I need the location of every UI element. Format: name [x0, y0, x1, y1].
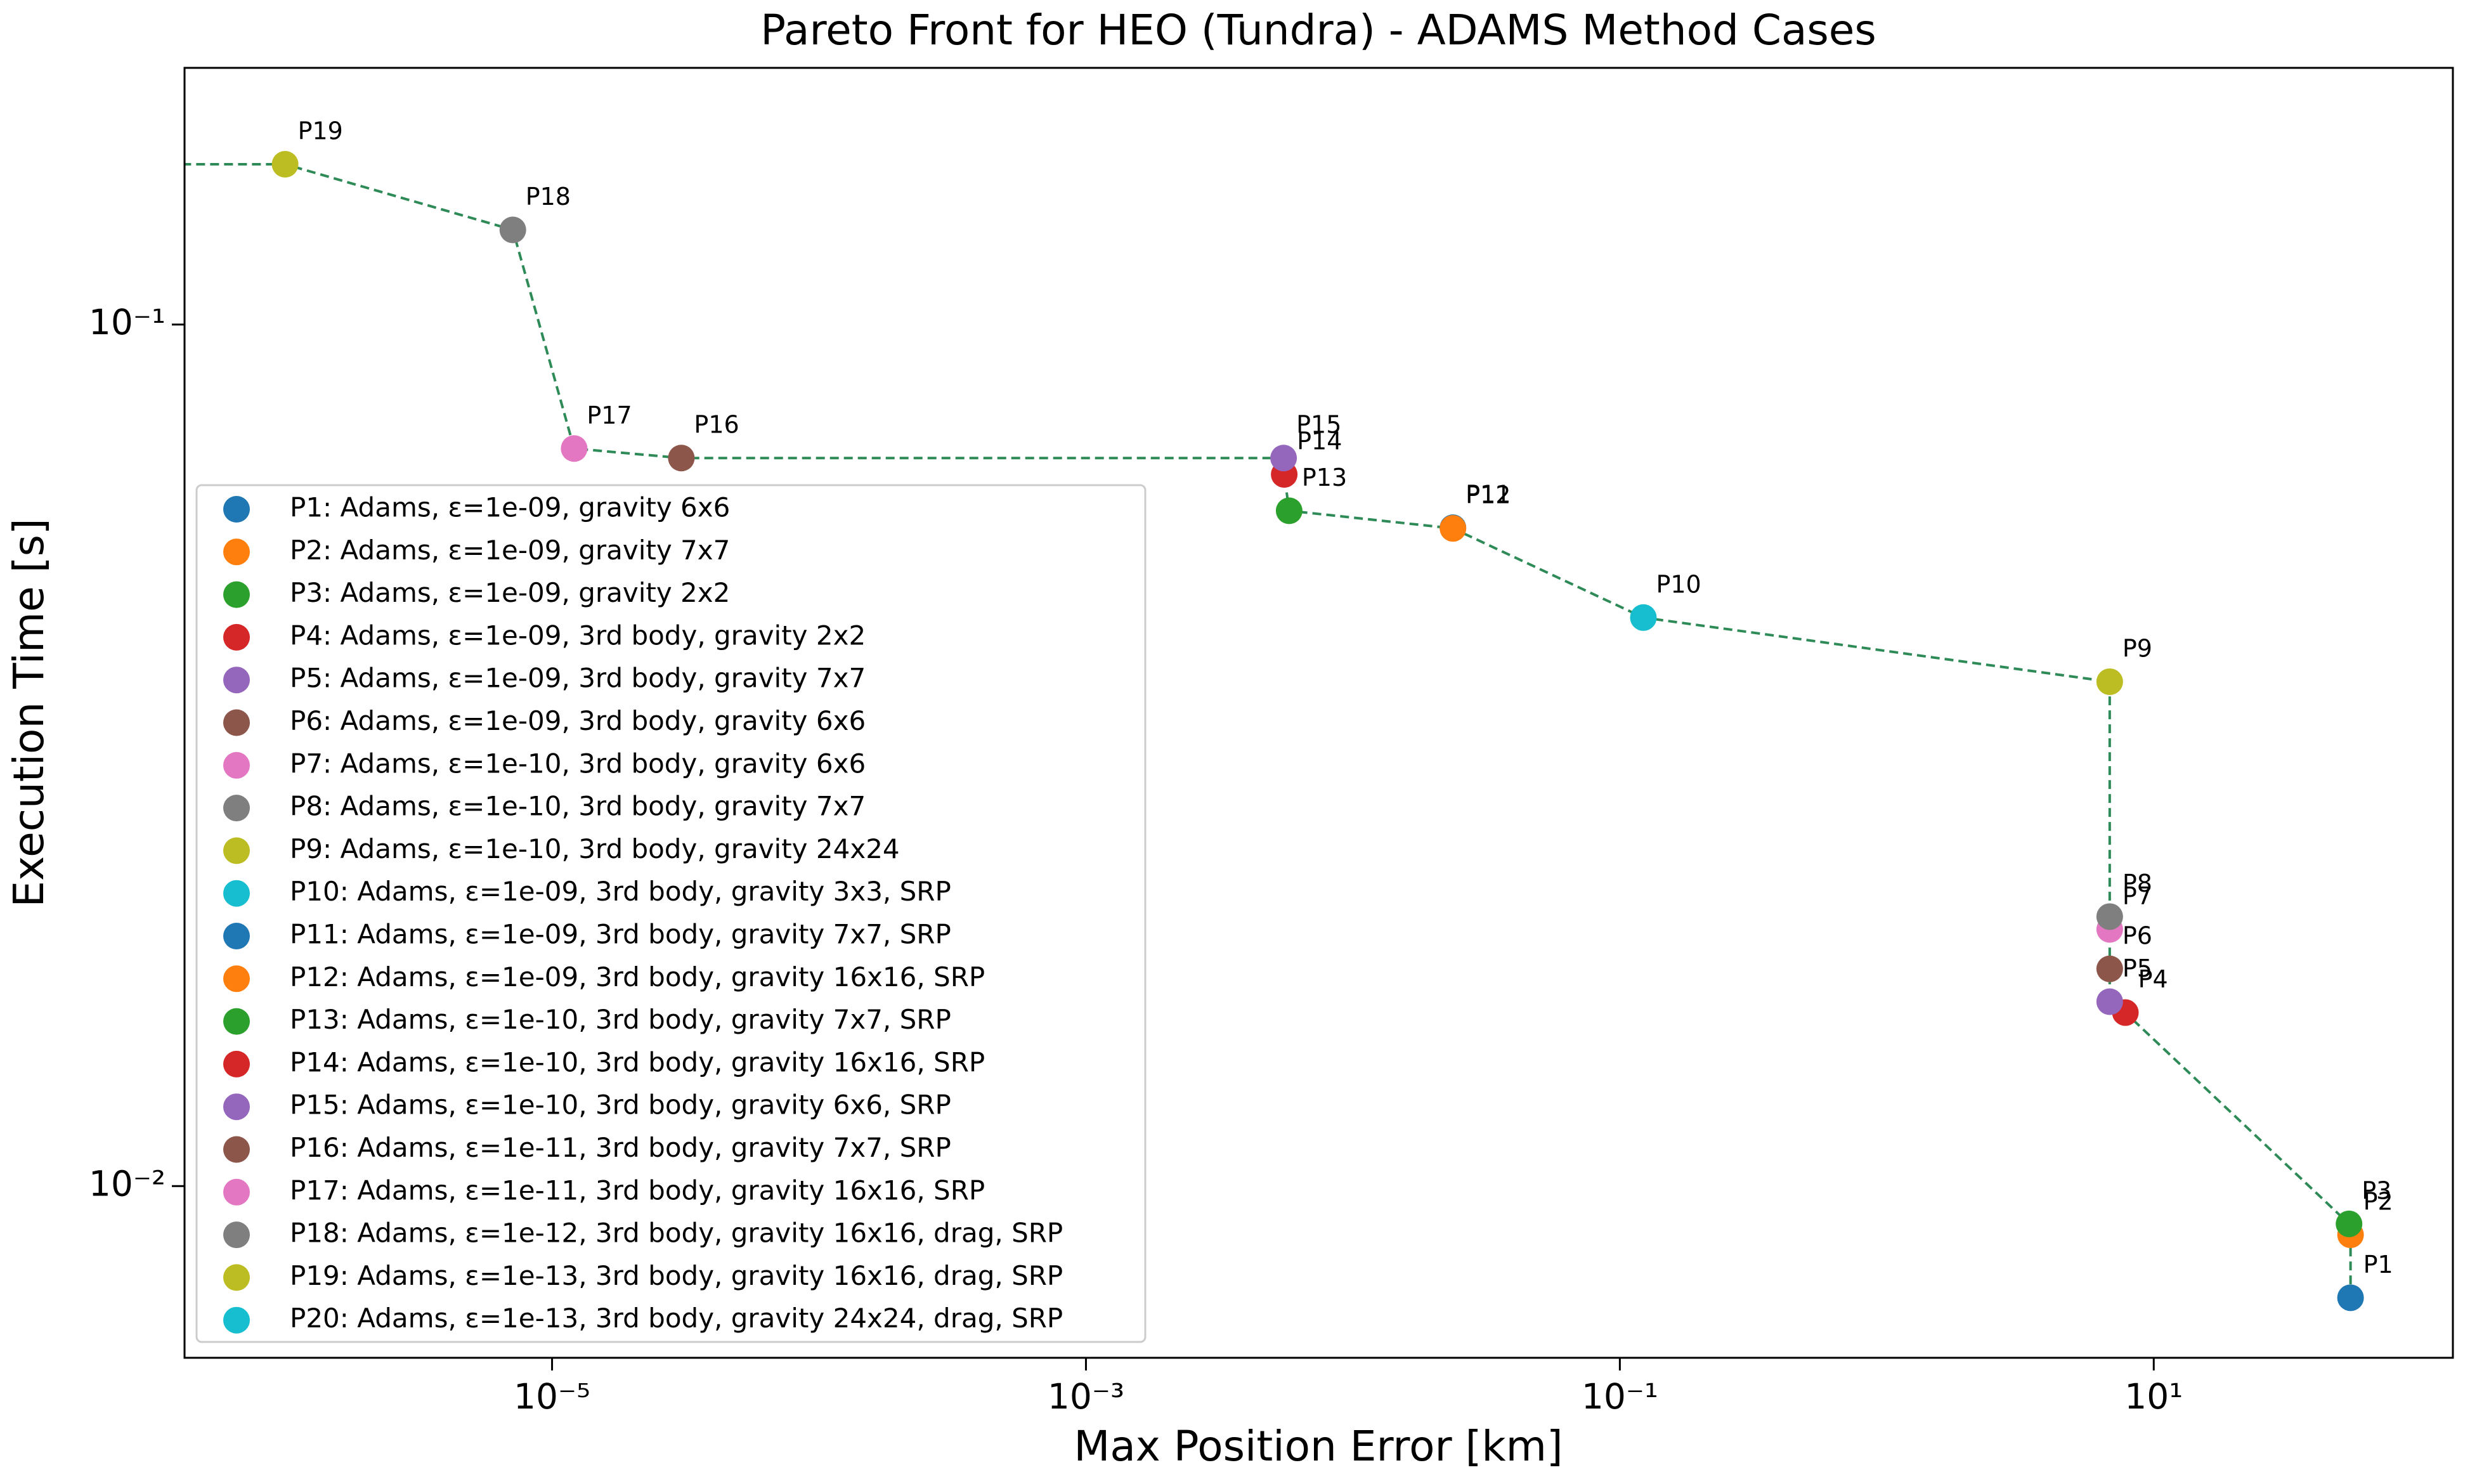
legend-marker: [223, 965, 250, 993]
data-point: [2096, 903, 2123, 930]
axes-frame: [183, 67, 2454, 1359]
legend-marker: [223, 623, 250, 651]
data-point: [2336, 1210, 2363, 1237]
legend-label: P17: Adams, ε=1e-11, 3rd body, gravity 1…: [290, 1175, 985, 1206]
point-label: P10: [1656, 570, 1701, 598]
legend-label: P19: Adams, ε=1e-13, 3rd body, gravity 1…: [290, 1260, 1063, 1291]
legend-marker: [223, 538, 250, 566]
point-label: P7: [2122, 882, 2152, 910]
legend-marker: [223, 837, 250, 864]
point-label: P16: [694, 411, 739, 439]
x-tick-label: 10¹: [2124, 1376, 2183, 1417]
legend-marker: [223, 1264, 250, 1291]
legend-marker: [223, 1093, 250, 1121]
x-tick-label: 10⁻¹: [1582, 1376, 1658, 1417]
point-label: P6: [2122, 921, 2152, 949]
point-label: P8: [2122, 869, 2152, 897]
legend-marker: [223, 496, 250, 523]
legend-label: P5: Adams, ε=1e-09, 3rd body, gravity 7x…: [290, 663, 866, 694]
legend-label: P7: Adams, ε=1e-10, 3rd body, gravity 6x…: [290, 748, 866, 779]
legend-label: P6: Adams, ε=1e-09, 3rd body, gravity 6x…: [290, 705, 866, 736]
legend-label: P15: Adams, ε=1e-10, 3rd body, gravity 6…: [290, 1090, 951, 1121]
point-label: P2: [2363, 1188, 2393, 1216]
legend-marker: [223, 795, 250, 822]
legend-marker: [223, 1050, 250, 1077]
legend-marker: [223, 1178, 250, 1206]
point-label: P3: [2362, 1176, 2391, 1204]
legend-marker: [223, 1306, 250, 1334]
data-point: [2096, 668, 2123, 695]
point-label: P1: [2363, 1251, 2393, 1279]
legend-marker: [223, 923, 250, 949]
data-point: [561, 435, 588, 462]
legend-label: P4: Adams, ε=1e-09, 3rd body, gravity 2x…: [290, 620, 866, 651]
point-label: P5: [2122, 954, 2152, 982]
point-label: P17: [587, 401, 632, 429]
y-axis-label: Execution Time [s]: [4, 518, 53, 907]
legend-label: P18: Adams, ε=1e-12, 3rd body, gravity 1…: [290, 1218, 1063, 1249]
legend-marker: [223, 1008, 250, 1035]
legend-label: P12: Adams, ε=1e-09, 3rd body, gravity 1…: [290, 961, 985, 993]
legend-marker: [223, 1221, 250, 1249]
legend-marker: [223, 752, 250, 779]
data-point: [1440, 515, 1467, 542]
data-point: [2096, 988, 2123, 1015]
legend-label: P10: Adams, ε=1e-09, 3rd body, gravity 3…: [290, 876, 951, 907]
point-label: P4: [2138, 965, 2168, 993]
legend-label: P8: Adams, ε=1e-10, 3rd body, gravity 7x…: [290, 791, 866, 822]
legend-box: [195, 484, 1147, 1343]
data-point: [499, 216, 526, 244]
legend-label: P16: Adams, ε=1e-11, 3rd body, gravity 7…: [290, 1132, 951, 1163]
point-label: P15: [1296, 411, 1341, 439]
x-tick-label: 10⁻³: [1048, 1376, 1124, 1417]
legend-marker: [223, 880, 250, 907]
y-tick-label: 10⁻²: [89, 1163, 166, 1204]
point-label: P14: [1297, 427, 1342, 455]
legend-label: P20: Adams, ε=1e-13, 3rd body, gravity 2…: [290, 1303, 1063, 1334]
data-point: [1270, 445, 1297, 472]
x-tick-label: 10⁻⁵: [514, 1376, 590, 1417]
legend-label: P13: Adams, ε=1e-10, 3rd body, gravity 7…: [290, 1004, 951, 1035]
data-point: [271, 150, 299, 178]
legend-label: P11: Adams, ε=1e-09, 3rd body, gravity 7…: [290, 919, 951, 950]
legend-label: P3: Adams, ε=1e-09, gravity 2x2: [290, 577, 730, 608]
point-label: P11: [1466, 481, 1511, 509]
point-label: P19: [298, 117, 343, 145]
legend-marker: [223, 1136, 250, 1163]
y-tick-label: 10⁻¹: [89, 302, 166, 342]
point-label: P12: [1466, 481, 1511, 509]
legend-label: P14: Adams, ε=1e-10, 3rd body, gravity 1…: [290, 1046, 985, 1077]
point-label: P18: [526, 183, 571, 211]
point-label: P13: [1302, 464, 1347, 491]
legend-label: P9: Adams, ε=1e-10, 3rd body, gravity 24…: [290, 833, 900, 864]
point-label: P9: [2122, 634, 2152, 662]
data-point: [2096, 955, 2123, 982]
data-point: [1275, 497, 1303, 524]
data-point: [668, 445, 695, 472]
data-point: [1630, 604, 1657, 631]
x-axis-label: Max Position Error [km]: [1074, 1422, 1563, 1471]
data-point: [2337, 1284, 2364, 1312]
legend-marker: [223, 667, 250, 694]
legend-marker: [223, 709, 250, 736]
chart-title: Pareto Front for HEO (Tundra) - ADAMS Me…: [760, 6, 1876, 55]
legend-label: P2: Adams, ε=1e-09, gravity 7x7: [290, 535, 730, 566]
legend-marker: [223, 581, 250, 608]
legend-label: P1: Adams, ε=1e-09, gravity 6x6: [290, 492, 730, 523]
